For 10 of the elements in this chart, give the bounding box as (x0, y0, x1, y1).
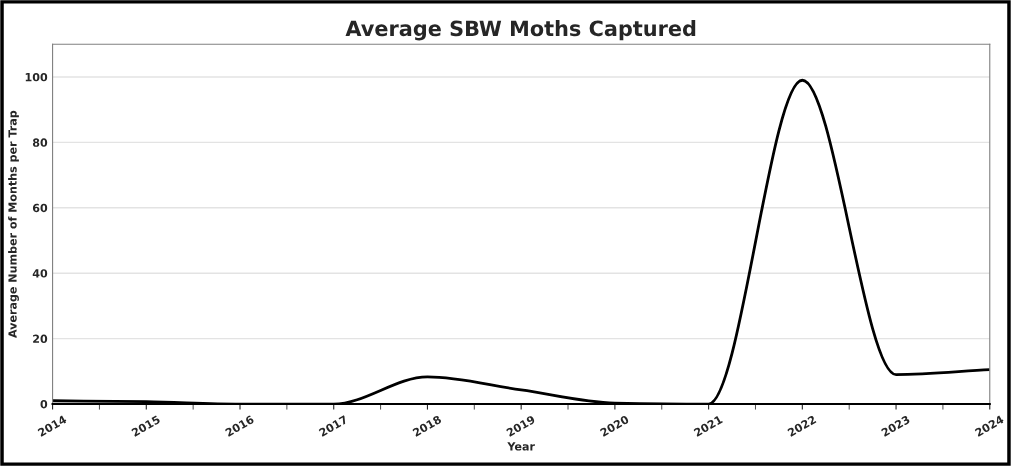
y-axis-title: Average Number of Months per Trap (8, 110, 19, 338)
x-axis-title: Year (507, 442, 535, 451)
y-tick-label: 100 (25, 72, 48, 82)
y-tick-label: 80 (32, 138, 48, 147)
y-tick-label: 20 (33, 334, 48, 343)
y-tick-label: 40 (32, 269, 48, 278)
y-tick-label: 0 (40, 400, 48, 409)
chart-title: Average SBW Moths Captured (345, 20, 696, 41)
line-series (52, 78, 990, 405)
y-tick-label: 60 (32, 203, 48, 213)
